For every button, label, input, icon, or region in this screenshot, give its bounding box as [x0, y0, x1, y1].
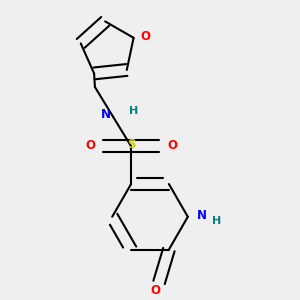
- Text: N: N: [197, 208, 207, 222]
- Text: O: O: [141, 30, 151, 43]
- Text: S: S: [127, 138, 135, 151]
- Text: N: N: [101, 109, 111, 122]
- Text: H: H: [212, 216, 222, 226]
- Text: O: O: [85, 139, 95, 152]
- Text: O: O: [151, 284, 161, 297]
- Text: O: O: [167, 139, 177, 152]
- Text: H: H: [129, 106, 138, 116]
